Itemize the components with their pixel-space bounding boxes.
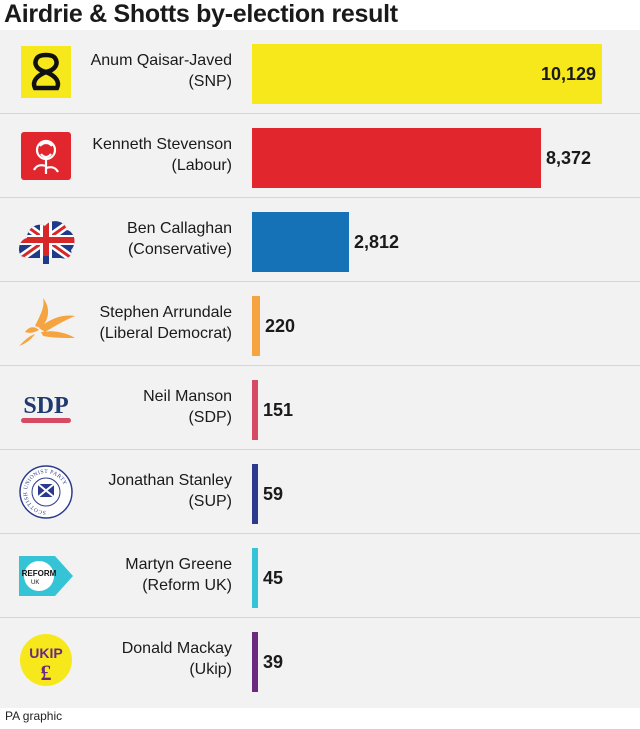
- svg-text:UK: UK: [31, 580, 39, 586]
- candidate-label: Jonathan Stanley (SUP): [108, 470, 232, 512]
- result-row-sdp: SDP Neil Manson (SDP) 151: [0, 366, 640, 450]
- bar: [252, 548, 258, 608]
- svg-text:REFORM: REFORM: [22, 569, 57, 578]
- bar: [252, 44, 602, 104]
- value-label: 151: [263, 400, 294, 420]
- result-row-libdem: Stephen Arrundale (Liberal Democrat) 220: [0, 282, 640, 366]
- ukip-logo-icon: UKIP £: [20, 634, 72, 686]
- value-label: 8,372: [546, 148, 592, 168]
- chart-title: Airdrie & Shotts by-election result: [4, 0, 398, 28]
- candidate-name: Anum Qaisar-Javed: [90, 52, 232, 69]
- candidate-party: (SDP): [188, 409, 232, 426]
- candidate-name: Ben Callaghan: [127, 220, 232, 237]
- candidate-name: Kenneth Stevenson: [92, 136, 232, 153]
- result-row-reform-uk: REFORM UK Martyn Greene (Reform UK) 45: [0, 534, 640, 618]
- result-row-labour: Kenneth Stevenson (Labour) 8,372: [0, 114, 640, 198]
- results-panel: Anum Qaisar-Javed (SNP) 10,129 Kenneth S…: [0, 30, 640, 708]
- value-label: 2,812: [354, 232, 400, 252]
- result-row-sup: SCOTTISH UNIONIST PARTY Jonathan Stanley…: [0, 450, 640, 534]
- candidate-party: (SNP): [188, 73, 232, 90]
- result-row-snp: Anum Qaisar-Javed (SNP) 10,129: [0, 30, 640, 114]
- svg-text:UKIP: UKIP: [29, 645, 62, 661]
- sup-logo-icon: SCOTTISH UNIONIST PARTY: [19, 465, 73, 519]
- candidate-party: (Conservative): [127, 241, 232, 258]
- result-row-conservative: Ben Callaghan (Conservative) 2,812: [0, 198, 640, 282]
- candidate-label: Kenneth Stevenson (Labour): [92, 134, 232, 176]
- value-label: 59: [263, 484, 284, 504]
- candidate-label: Neil Manson (SDP): [143, 386, 232, 428]
- candidate-label: Ben Callaghan (Conservative): [127, 218, 232, 260]
- value-label: 10,129: [540, 64, 596, 84]
- candidate-label: Stephen Arrundale (Liberal Democrat): [99, 302, 232, 344]
- candidate-party: (SUP): [188, 493, 232, 510]
- candidate-name: Martyn Greene: [125, 556, 232, 573]
- svg-text:SDP: SDP: [23, 393, 68, 419]
- source-credit: PA graphic: [5, 709, 63, 723]
- sdp-logo-icon: SDP: [21, 393, 71, 423]
- svg-text:£: £: [41, 660, 52, 685]
- candidate-name: Stephen Arrundale: [99, 304, 232, 321]
- candidate-name: Neil Manson: [143, 388, 232, 405]
- candidate-label: Anum Qaisar-Javed (SNP): [91, 50, 232, 92]
- bar: [252, 464, 258, 524]
- bar: [252, 380, 258, 440]
- bar: [252, 212, 349, 272]
- value-label: 45: [263, 568, 284, 588]
- candidate-name: Donald Mackay: [121, 640, 232, 657]
- candidate-label: Martyn Greene (Reform UK): [125, 554, 232, 596]
- candidate-label: Donald Mackay (Ukip): [122, 638, 232, 680]
- candidate-party: (Liberal Democrat): [99, 325, 232, 342]
- value-label: 39: [263, 652, 284, 672]
- bar: [252, 128, 541, 188]
- value-label: 220: [265, 316, 296, 336]
- conservative-tree-icon: [19, 221, 75, 264]
- libdem-bird-icon: [19, 298, 75, 346]
- candidate-party: (Labour): [171, 157, 232, 174]
- result-row-ukip: UKIP £ Donald Mackay (Ukip) 39: [0, 618, 640, 702]
- reform-uk-logo-icon: REFORM UK: [19, 556, 73, 596]
- snp-logo-icon: [21, 46, 71, 98]
- labour-rose-icon: [21, 132, 71, 180]
- bar: [252, 296, 260, 356]
- candidate-name: Jonathan Stanley: [108, 472, 232, 489]
- bar: [252, 632, 258, 692]
- candidate-party: (Reform UK): [142, 577, 232, 594]
- candidate-party: (Ukip): [189, 661, 232, 678]
